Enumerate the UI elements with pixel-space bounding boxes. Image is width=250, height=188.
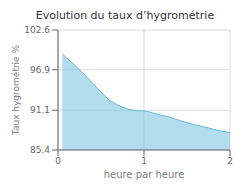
svg-text:2: 2 [227,156,233,166]
svg-text:Taux hygrométrie %: Taux hygrométrie % [11,44,21,136]
svg-text:1: 1 [141,156,147,166]
svg-text:0: 0 [55,156,61,166]
html-text:Evolution du taux d’hygrométri: Evolution du taux d’hygrométrie [35,9,215,22]
svg-text:96.9: 96.9 [30,65,50,75]
svg-text:heure par heure: heure par heure [104,169,185,180]
svg-text:85.4: 85.4 [30,145,50,155]
svg-text:102.6: 102.6 [24,25,50,35]
svg-text:91.1: 91.1 [30,105,50,115]
